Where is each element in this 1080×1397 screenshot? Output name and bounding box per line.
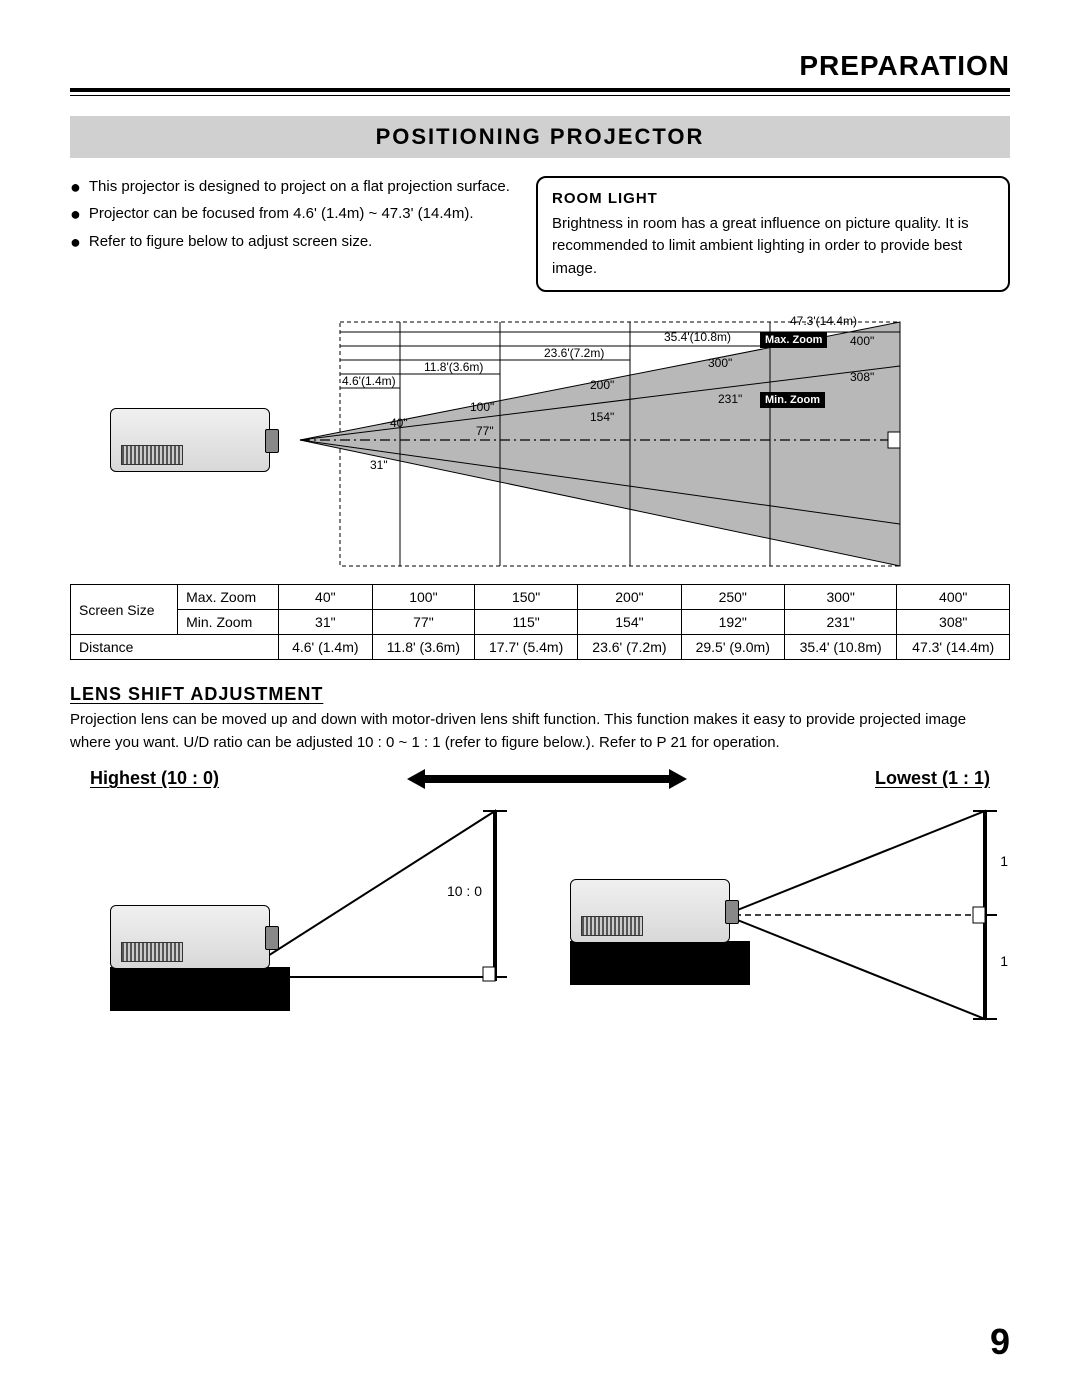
cell: 300" (784, 585, 897, 610)
bullet-text: Refer to figure below to adjust screen s… (89, 231, 372, 254)
size-min: 77" (476, 424, 494, 438)
ratio-label: 10 : 0 (447, 883, 482, 899)
ratio-top: 1 (1000, 853, 1008, 869)
size-min: 308" (850, 370, 874, 384)
double-arrow-icon (407, 772, 687, 786)
cell: 77" (372, 610, 474, 635)
projector-icon (110, 905, 270, 969)
projector-stand (110, 967, 290, 1011)
cell: 29.5' (9.0m) (681, 635, 784, 660)
bullet-text: Projector can be focused from 4.6' (1.4m… (89, 203, 474, 226)
size-max: 300" (708, 356, 732, 370)
size-min: 31" (370, 458, 388, 472)
callout-title: ROOM LIGHT (552, 188, 994, 211)
cell: 192" (681, 610, 784, 635)
lowest-label: Lowest (1 : 1) (875, 768, 990, 789)
max-zoom-badge: Max. Zoom (760, 332, 827, 348)
page-header: PREPARATION (70, 50, 1010, 88)
size-max: 100" (470, 400, 494, 414)
distance-label: 23.6'(7.2m) (544, 346, 604, 360)
size-min: 154" (590, 410, 614, 424)
shift-label-row: Highest (10 : 0) Lowest (1 : 1) (90, 768, 990, 789)
screen-size-table: Screen Size Max. Zoom 40" 100" 150" 200"… (70, 584, 1010, 660)
ratio-bottom: 1 (1000, 953, 1008, 969)
bullet-dot: ● (70, 203, 81, 226)
lens-shift-diagram: 10 : 0 1 1 (70, 797, 1010, 1037)
page-number: 9 (990, 1321, 1010, 1363)
table-row-header: Screen Size (71, 585, 178, 635)
distance-label: 4.6'(1.4m) (342, 374, 396, 388)
bullet-dot: ● (70, 176, 81, 199)
cell: 4.6' (1.4m) (278, 635, 372, 660)
lens-shift-body: Projection lens can be moved up and down… (70, 709, 1010, 754)
size-max: 200" (590, 378, 614, 392)
bullet-text: This projector is designed to project on… (89, 176, 510, 199)
table-label: Max. Zoom (178, 585, 279, 610)
bullet-dot: ● (70, 231, 81, 254)
section-title: POSITIONING PROJECTOR (70, 116, 1010, 158)
size-max: 400" (850, 334, 874, 348)
lens-icon (265, 926, 279, 950)
cell: 11.8' (3.6m) (372, 635, 474, 660)
cell: 31" (278, 610, 372, 635)
projector-stand (570, 941, 750, 985)
cell: 231" (784, 610, 897, 635)
distance-label: 47.3'(14.4m) (790, 314, 857, 328)
table-label: Min. Zoom (178, 610, 279, 635)
callout-body: Brightness in room has a great influence… (552, 213, 994, 281)
cell: 35.4' (10.8m) (784, 635, 897, 660)
lens-icon (265, 429, 279, 453)
cell: 150" (474, 585, 577, 610)
cell: 100" (372, 585, 474, 610)
table-label: Distance (71, 635, 279, 660)
cell: 40" (278, 585, 372, 610)
projector-icon (110, 408, 270, 472)
cell: 250" (681, 585, 784, 610)
lens-shift-heading: LENS SHIFT ADJUSTMENT (70, 684, 1010, 705)
room-light-callout: ROOM LIGHT Brightness in room has a grea… (536, 176, 1010, 292)
cell: 23.6' (7.2m) (578, 635, 681, 660)
distance-label: 35.4'(10.8m) (664, 330, 731, 344)
cell: 47.3' (14.4m) (897, 635, 1010, 660)
cell: 17.7' (5.4m) (474, 635, 577, 660)
size-min: 231" (718, 392, 742, 406)
cell: 400" (897, 585, 1010, 610)
min-zoom-badge: Min. Zoom (760, 392, 825, 408)
cell: 308" (897, 610, 1010, 635)
highest-label: Highest (10 : 0) (90, 768, 219, 789)
bullet-list: ● This projector is designed to project o… (70, 176, 512, 292)
distance-label: 11.8'(3.6m) (424, 360, 483, 374)
throw-distance-diagram: 47.3'(14.4m) 35.4'(10.8m) 23.6'(7.2m) 11… (70, 310, 1010, 570)
size-max: 40" (390, 416, 408, 430)
cell: 200" (578, 585, 681, 610)
cell: 115" (474, 610, 577, 635)
projector-icon (570, 879, 730, 943)
cell: 154" (578, 610, 681, 635)
header-rule (70, 88, 1010, 96)
lens-icon (725, 900, 739, 924)
